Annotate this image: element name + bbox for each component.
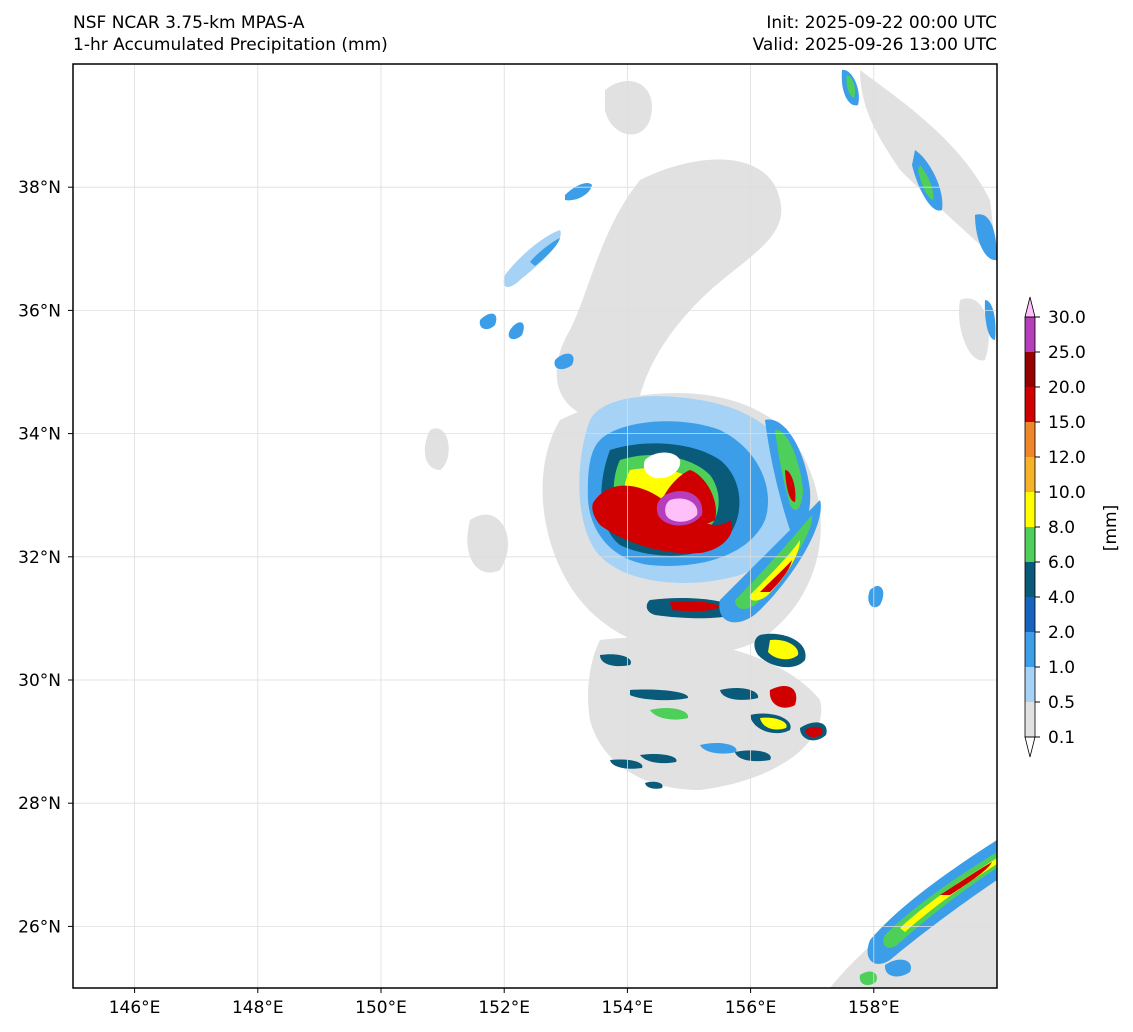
rainband [735, 750, 771, 762]
colorbar-extend-min [1024, 736, 1036, 758]
colorbar-segment [1025, 632, 1035, 667]
rainband [760, 717, 787, 730]
lon-tick-label: 152°E [478, 998, 530, 1018]
colorbar-segment [1025, 492, 1035, 527]
southern-rainbands [600, 419, 827, 789]
colorbar-tick-label: 0.5 [1048, 693, 1075, 713]
colorbar-segment [1025, 457, 1035, 492]
title-right: Init: 2025-09-22 00:00 UTC Valid: 2025-0… [753, 12, 997, 56]
rainband [884, 959, 911, 977]
lat-tick-label: 26°N [18, 917, 61, 937]
lon-tick-label: 146°E [109, 998, 161, 1018]
precip-region [467, 514, 509, 573]
colorbar-unit-label: [mm] [1101, 505, 1121, 551]
rainband [600, 654, 631, 667]
lon-tick-label: 154°E [602, 998, 654, 1018]
precip-field [424, 69, 997, 988]
storm-core [579, 396, 801, 583]
colorbar-tick-label: 1.0 [1048, 658, 1075, 678]
colorbar-tick-label: 10.0 [1048, 483, 1086, 503]
lat-tick-label: 34°N [18, 425, 61, 445]
lat-tick-label: 38°N [18, 178, 61, 198]
colorbar-tick-label: 2.0 [1048, 623, 1075, 643]
lat-tick-label: 30°N [18, 671, 61, 691]
rainband [805, 726, 823, 738]
rainband [918, 165, 934, 200]
colorbar-segment [1025, 422, 1035, 457]
rainband [508, 322, 524, 340]
rainband [700, 742, 737, 754]
colorbar-segment [1025, 702, 1035, 737]
rainband [859, 971, 877, 986]
colorbar-segment [1025, 352, 1035, 387]
map-background [73, 64, 997, 988]
precip-region [605, 81, 652, 135]
colorbar-tick-label: 25.0 [1048, 343, 1086, 363]
field-title: 1-hr Accumulated Precipitation (mm) [73, 35, 388, 55]
colorbar-segment [1025, 387, 1035, 422]
lat-tick-label: 32°N [18, 548, 61, 568]
rainband [640, 753, 677, 764]
colorbar-extend-max [1024, 296, 1036, 318]
longitude-tick-labels: 146°E 148°E 150°E 152°E 154°E 156°E 158°E [109, 988, 900, 1018]
rainband [630, 689, 689, 701]
rainband [775, 429, 803, 510]
lat-tick-label: 36°N [18, 301, 61, 321]
rainband [554, 353, 574, 370]
lon-tick-label: 148°E [232, 998, 284, 1018]
rainband [665, 498, 698, 522]
rainband [975, 214, 997, 261]
lon-tick-label: 158°E [848, 998, 900, 1018]
rainband [760, 560, 792, 592]
rainband [735, 515, 813, 609]
rainband [610, 759, 643, 769]
colorbar-tick-label: 15.0 [1048, 413, 1086, 433]
rainband [785, 470, 796, 502]
colorbar-tick-label: 20.0 [1048, 378, 1086, 398]
title-left: NSF NCAR 3.75-km MPAS-A 1-hr Accumulated… [73, 12, 388, 56]
colorbar-tick-label: 6.0 [1048, 553, 1075, 573]
rainband [846, 75, 856, 98]
map-frame [72, 63, 998, 989]
precip-region [556, 159, 782, 422]
colorbar: 0.1 0.5 1.0 2.0 4.0 6.0 8.0 10.0 12.0 15.0 20.0 25.… [1024, 296, 1086, 758]
precip-region [424, 428, 449, 470]
lon-tick-label: 156°E [725, 998, 777, 1018]
colorbar-segment [1025, 597, 1035, 632]
rainband [868, 585, 884, 608]
colorbar-tick-label: 0.1 [1048, 728, 1075, 748]
colorbar-segment [1025, 667, 1035, 702]
valid-time: Valid: 2025-09-26 13:00 UTC [752, 35, 997, 55]
rainband [530, 238, 560, 266]
precip-region [959, 298, 989, 361]
colorbar-tick-label: 4.0 [1048, 588, 1075, 608]
rainband [503, 230, 561, 287]
rainband [768, 639, 799, 660]
colorbar-segment [1025, 562, 1035, 597]
map-gridlines [73, 64, 997, 988]
colorbar-segment [1025, 527, 1035, 562]
rainband [645, 781, 663, 789]
rainband [479, 313, 497, 330]
colorbar-tick-label: 8.0 [1048, 518, 1075, 538]
rainband [940, 862, 992, 895]
lon-tick-label: 150°E [355, 998, 407, 1018]
lat-tick-label: 28°N [18, 794, 61, 814]
rainband [650, 707, 689, 720]
rainband [670, 601, 720, 612]
model-title: NSF NCAR 3.75-km MPAS-A [73, 13, 305, 33]
init-time: Init: 2025-09-22 00:00 UTC [766, 13, 997, 33]
rainband [769, 685, 797, 708]
rainband [720, 687, 759, 700]
colorbar-segment [1025, 317, 1035, 352]
eye [643, 452, 681, 479]
southeast-rainband [859, 840, 997, 986]
rainband [749, 540, 800, 601]
colorbar-tick-label: 30.0 [1048, 308, 1086, 328]
latitude-tick-labels: 38°N 36°N 34°N 32°N 30°N 28°N 26°N [18, 178, 73, 937]
colorbar-tick-label: 12.0 [1048, 448, 1086, 468]
